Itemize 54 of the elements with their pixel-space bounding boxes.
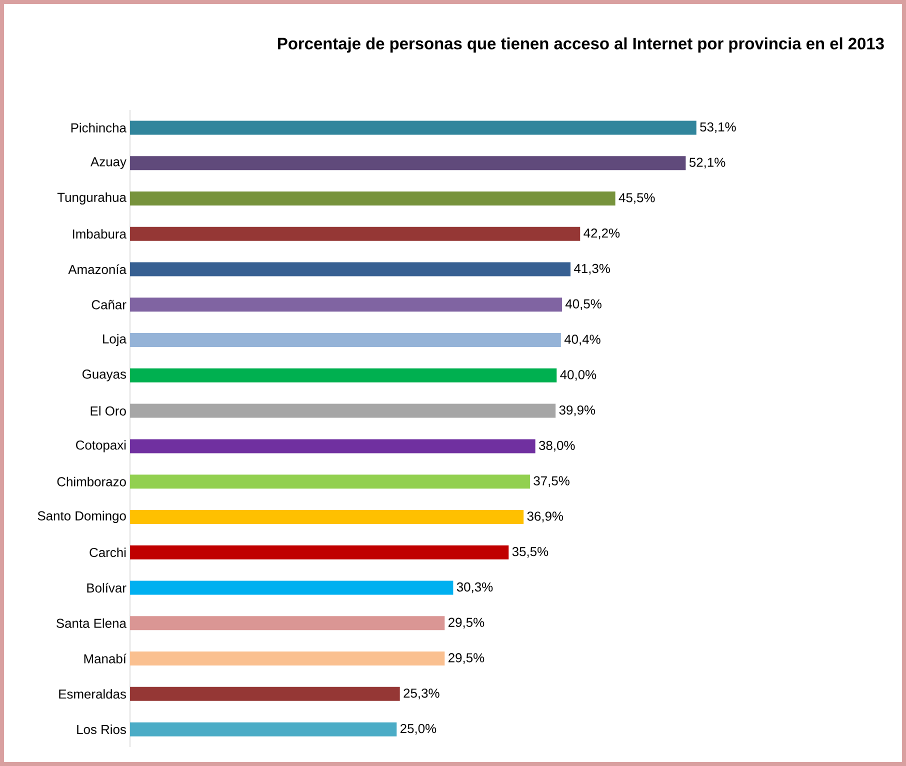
data-label: 40,0% <box>560 370 596 381</box>
bar <box>130 298 562 312</box>
data-label: 39,9% <box>559 405 596 416</box>
bar <box>130 616 445 630</box>
y-tick-label: Bolívar <box>87 582 126 593</box>
data-label: 29,5% <box>448 618 484 628</box>
data-label: 42,2% <box>584 228 620 240</box>
data-label: 37,5% <box>534 476 570 487</box>
data-label: 45,5% <box>618 193 655 204</box>
bar <box>130 510 524 524</box>
bar <box>130 439 536 454</box>
bar <box>130 474 530 489</box>
data-label: 29,5% <box>448 653 484 664</box>
y-tick-label: Cañar <box>92 300 126 310</box>
y-tick-label: Carchi <box>90 548 126 558</box>
bar <box>130 580 454 595</box>
y-tick-label: Santa Elena <box>56 618 126 628</box>
bar <box>130 333 561 348</box>
y-tick-label: Chimborazo <box>57 476 126 486</box>
y-tick-label: Esmeraldas <box>59 689 126 699</box>
y-tick-label: Tungurahua <box>57 192 126 205</box>
bar <box>130 722 397 736</box>
y-tick-label: Manabí <box>84 654 126 664</box>
bar <box>130 191 616 206</box>
chart-title: Porcentaje de personas que tienen acceso al Internet por provincia en el 2013 <box>278 37 884 53</box>
y-tick-label: Amazonía <box>68 264 126 274</box>
bar <box>130 156 686 170</box>
data-label: 53,1% <box>700 122 736 134</box>
data-label: 41,3% <box>574 264 610 275</box>
data-label: 38,0% <box>539 440 575 452</box>
bar <box>130 120 696 135</box>
bar <box>130 226 580 241</box>
bar <box>130 545 509 560</box>
data-label: 35,5% <box>512 547 548 558</box>
y-tick-label: El Oro <box>90 406 126 416</box>
data-label: 25,3% <box>404 688 440 700</box>
bar <box>130 652 445 666</box>
y-tick-label: Cotopaxi <box>76 440 126 452</box>
data-label: 40,4% <box>564 334 600 346</box>
data-label: 36,9% <box>527 512 564 522</box>
y-tick-label: Santo Domingo <box>38 510 126 524</box>
bar <box>130 368 557 382</box>
y-tick-label: Imbabura <box>72 229 126 239</box>
y-tick-label: Los Rios <box>77 724 126 734</box>
data-label: 30,3% <box>456 582 493 594</box>
bar <box>130 686 400 701</box>
data-label: 52,1% <box>689 158 726 168</box>
data-label: 25,0% <box>400 724 436 735</box>
y-tick-label: Pichincha <box>71 122 126 132</box>
data-label: 40,5% <box>565 299 602 310</box>
bar <box>130 262 571 276</box>
y-tick-label: Azuay <box>90 157 126 169</box>
y-tick-label: Loja <box>103 334 126 346</box>
y-tick-label: Guayas <box>82 370 126 382</box>
